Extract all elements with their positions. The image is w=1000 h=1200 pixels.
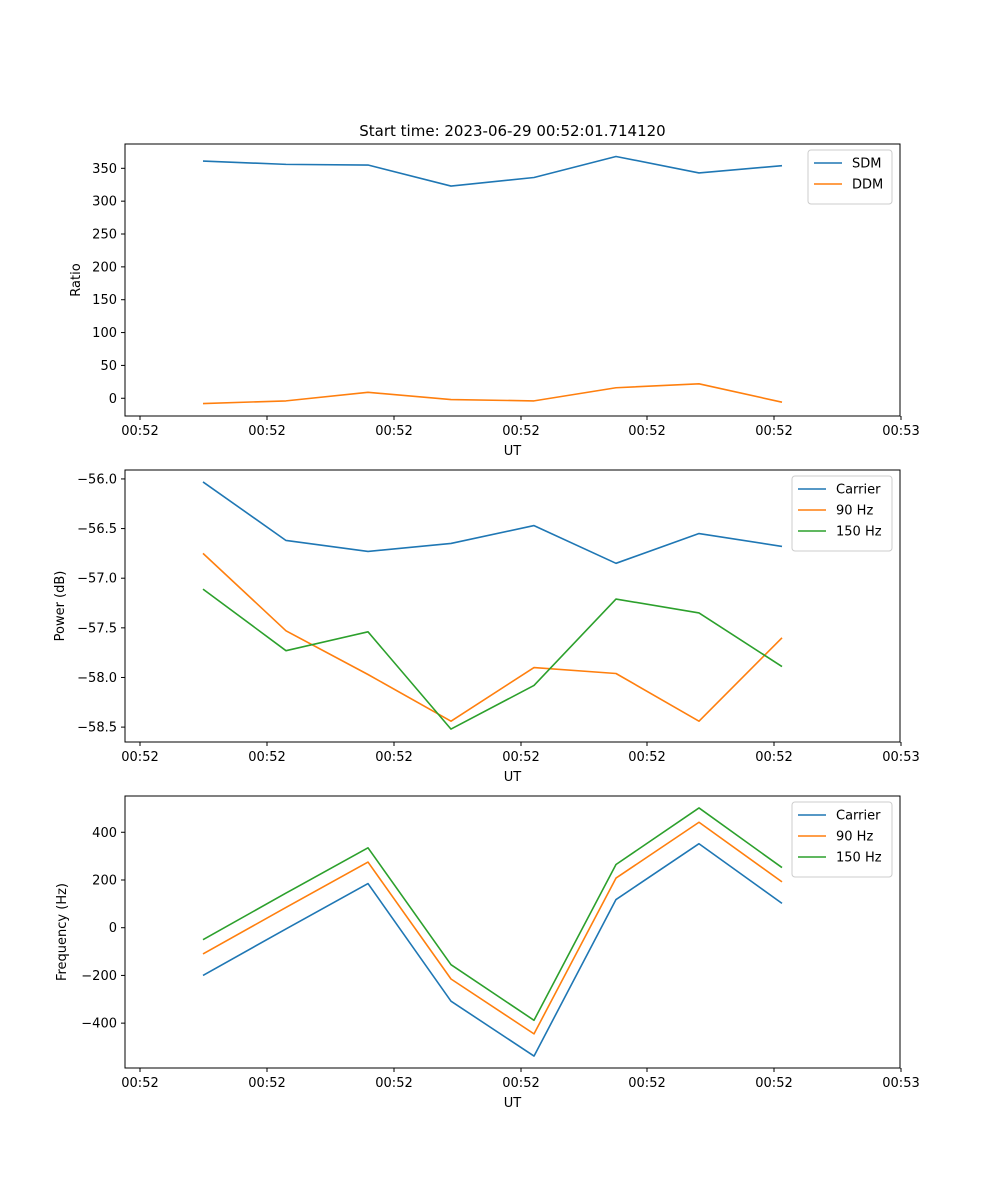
legend: SDM DDM bbox=[807, 149, 893, 205]
y-tick-label: 0 bbox=[109, 392, 117, 407]
chart-panel-3: 00:52 00:52 00:52 00:52 00:52 00:52 00:53 −400 −… bbox=[55, 795, 920, 1111]
y-tick-label: 300 bbox=[92, 195, 117, 210]
y-tick-label: −58.0 bbox=[77, 671, 117, 686]
x-axis-label: UT bbox=[504, 1096, 522, 1111]
legend-entry-label: 90 Hz bbox=[836, 830, 873, 845]
x-tick-label: 00:52 bbox=[375, 1076, 412, 1091]
x-tick-label: 00:52 bbox=[375, 424, 412, 439]
x-tick-label: 00:52 bbox=[248, 1076, 285, 1091]
charts-layer: 00:52 00:52 00:52 00:52 00:52 00:52 00:53 0 50 10… bbox=[53, 143, 920, 1111]
legend-box bbox=[791, 475, 893, 552]
x-tick-label: 00:52 bbox=[755, 1076, 792, 1091]
legend-entry-label: DDM bbox=[852, 178, 883, 193]
y-tick-label: −57.5 bbox=[77, 621, 117, 636]
figure-title: Start time: 2023-06-29 00:52:01.714120 bbox=[359, 122, 665, 140]
x-tick-label: 00:52 bbox=[502, 1076, 539, 1091]
axes-frame bbox=[124, 143, 901, 417]
x-tick-label: 00:53 bbox=[882, 750, 919, 765]
x-tick-label: 00:52 bbox=[248, 750, 285, 765]
y-tick-label: 100 bbox=[92, 326, 117, 341]
y-tick-label: 200 bbox=[92, 873, 117, 888]
series-line-ddm bbox=[202, 383, 783, 405]
y-tick-label: 400 bbox=[92, 826, 117, 841]
y-axis-label: Frequency (Hz) bbox=[55, 883, 70, 981]
series-line-90-hz bbox=[202, 821, 783, 1035]
legend-entry-label: 150 Hz bbox=[836, 851, 882, 866]
x-tick-label: 00:53 bbox=[882, 1076, 919, 1091]
series-line-carrier bbox=[202, 481, 783, 565]
y-tick-label: −400 bbox=[81, 1017, 117, 1032]
x-tick-label: 00:52 bbox=[502, 424, 539, 439]
chart-panel-1: 00:52 00:52 00:52 00:52 00:52 00:52 00:53 0 50 10… bbox=[69, 143, 920, 459]
y-tick-label: 50 bbox=[100, 359, 117, 374]
y-tick-label: 150 bbox=[92, 293, 117, 308]
legend-entry-label: Carrier bbox=[836, 483, 881, 498]
legend: Carrier 90 Hz 150 Hz bbox=[791, 475, 893, 552]
y-axis-label: Power (dB) bbox=[53, 571, 68, 642]
x-tick-label: 00:52 bbox=[248, 424, 285, 439]
axes-frame bbox=[124, 469, 901, 743]
x-tick-label: 00:52 bbox=[755, 750, 792, 765]
axes-frame bbox=[124, 795, 901, 1069]
x-tick-label: 00:52 bbox=[375, 750, 412, 765]
legend-entry-label: Carrier bbox=[836, 809, 881, 824]
x-tick-label: 00:52 bbox=[121, 424, 158, 439]
y-tick-label: 350 bbox=[92, 162, 117, 177]
x-tick-label: 00:52 bbox=[502, 750, 539, 765]
x-tick-label: 00:52 bbox=[755, 424, 792, 439]
series-line-90-hz bbox=[202, 552, 783, 722]
x-tick-label: 00:52 bbox=[121, 750, 158, 765]
y-tick-label: 0 bbox=[109, 921, 117, 936]
x-axis-label: UT bbox=[504, 444, 522, 459]
y-tick-label: 250 bbox=[92, 228, 117, 243]
y-axis-label: Ratio bbox=[69, 263, 84, 296]
x-tick-label: 00:52 bbox=[628, 750, 665, 765]
series-line-150-hz bbox=[202, 588, 783, 730]
y-tick-label: −56.5 bbox=[77, 522, 117, 537]
legend-entry-label: SDM bbox=[852, 157, 881, 172]
y-tick-label: −58.5 bbox=[77, 721, 117, 736]
legend: Carrier 90 Hz 150 Hz bbox=[791, 801, 893, 878]
x-tick-label: 00:53 bbox=[882, 424, 919, 439]
x-tick-label: 00:52 bbox=[121, 1076, 158, 1091]
legend-entry-label: 150 Hz bbox=[836, 525, 882, 540]
series-line-sdm bbox=[202, 155, 783, 187]
series-line-carrier bbox=[202, 842, 783, 1057]
legend-entry-label: 90 Hz bbox=[836, 504, 873, 519]
chart-panel-2: 00:52 00:52 00:52 00:52 00:52 00:52 00:53 −58.5… bbox=[53, 469, 920, 785]
series-line-150-hz bbox=[202, 807, 783, 1022]
y-tick-label: −57.0 bbox=[77, 572, 117, 587]
y-tick-label: −200 bbox=[81, 969, 117, 984]
y-tick-label: −56.0 bbox=[77, 472, 117, 487]
x-axis-label: UT bbox=[504, 770, 522, 785]
y-tick-label: 200 bbox=[92, 260, 117, 275]
x-tick-label: 00:52 bbox=[628, 424, 665, 439]
legend-box bbox=[791, 801, 893, 878]
x-tick-label: 00:52 bbox=[628, 1076, 665, 1091]
